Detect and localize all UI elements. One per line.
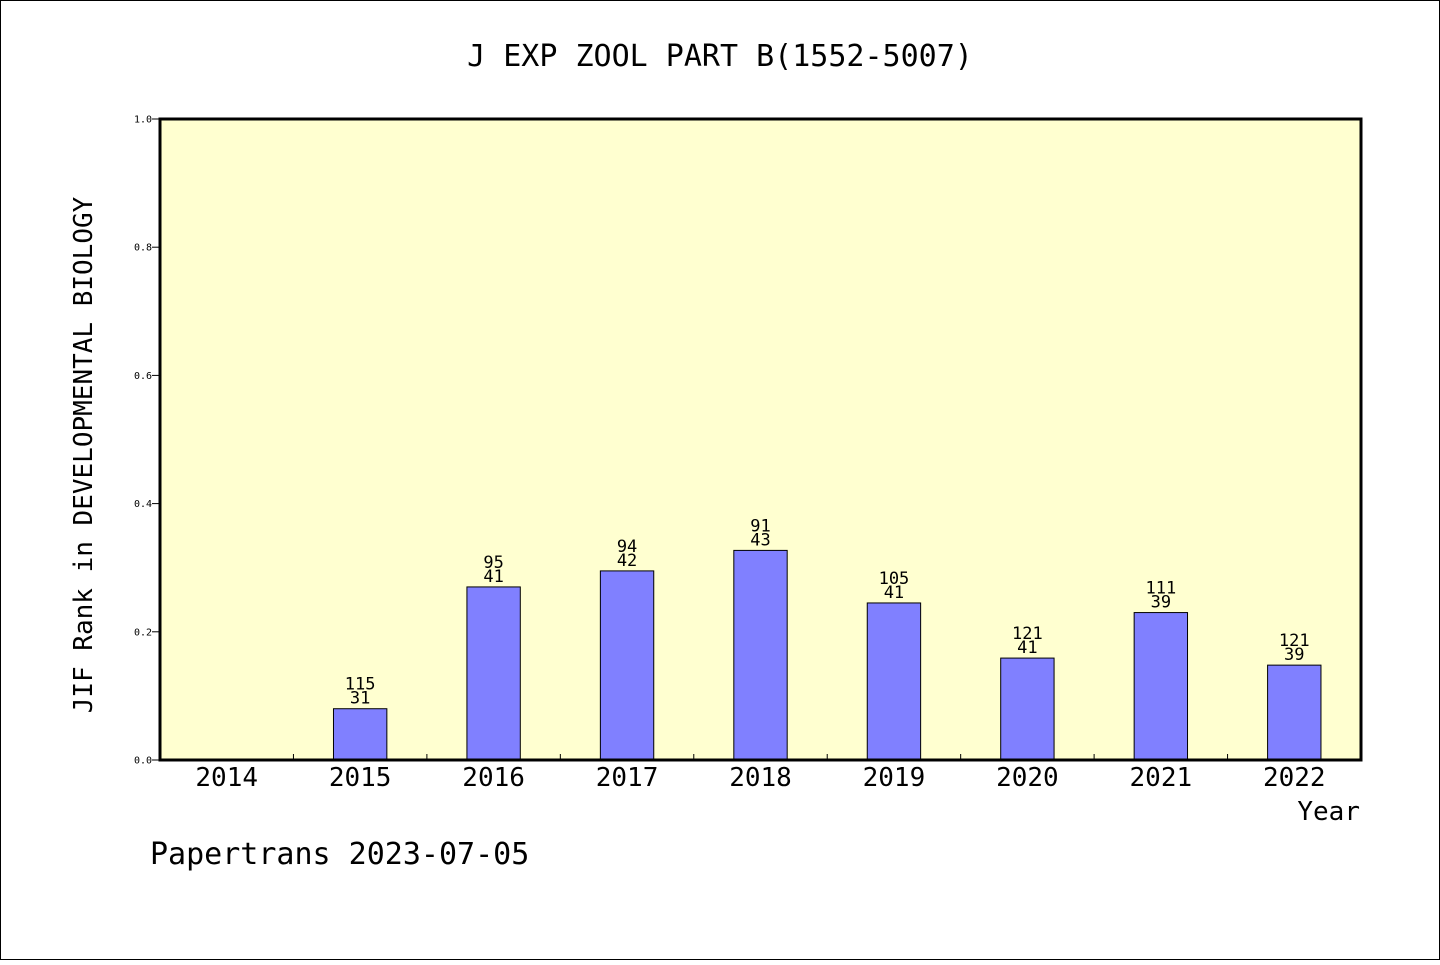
bar-label-total: 31 bbox=[350, 689, 370, 709]
x-tick-label: 2020 bbox=[996, 763, 1059, 793]
bar-label-rank: 115 bbox=[345, 675, 376, 695]
bar-2021 bbox=[1133, 612, 1189, 761]
bar-label-rank: 91 bbox=[750, 516, 770, 536]
x-tick-label: 2022 bbox=[1263, 763, 1326, 793]
bar-label-total: 43 bbox=[750, 530, 770, 550]
y-axis-title: JIF Rank in DEVELOPMENTAL BIOLOGY bbox=[69, 196, 99, 713]
bar-label-rank: 121 bbox=[1012, 624, 1043, 644]
y-tick-label: 1.0 bbox=[134, 115, 152, 126]
bar-2017 bbox=[599, 570, 655, 761]
y-tick-label: 0.8 bbox=[134, 243, 152, 254]
x-tick-label: 2018 bbox=[729, 763, 792, 793]
bar-label-rank: 111 bbox=[1145, 579, 1176, 599]
bar-label-total: 41 bbox=[884, 583, 904, 603]
x-tick-label: 2015 bbox=[329, 763, 392, 793]
bar-label-total: 42 bbox=[617, 551, 637, 571]
bar-2015 bbox=[332, 708, 388, 761]
x-axis: 2014 2015 2016 2017 2018 2019 2020 2021 2022 bbox=[195, 754, 1326, 793]
x-axis-title: Year bbox=[1297, 797, 1360, 827]
x-tick-label: 2017 bbox=[596, 763, 659, 793]
bar-label-total: 41 bbox=[1017, 638, 1037, 658]
x-tick-label: 2014 bbox=[195, 763, 258, 793]
y-tick-label: 0.2 bbox=[134, 627, 152, 638]
bar-label-total: 39 bbox=[1151, 593, 1171, 613]
bar-label-rank: 121 bbox=[1279, 631, 1310, 651]
bar-2016 bbox=[466, 586, 521, 761]
footer-credit: Papertrans 2023-07-05 bbox=[150, 837, 529, 872]
x-tick-label: 2021 bbox=[1130, 763, 1193, 793]
y-tick-label: 0.4 bbox=[134, 499, 152, 510]
bar-2020 bbox=[1000, 657, 1055, 761]
chart-title: J EXP ZOOL PART B(1552-5007) bbox=[467, 39, 973, 74]
bar-label-rank: 94 bbox=[617, 537, 637, 557]
x-tick-label: 2016 bbox=[462, 763, 525, 793]
x-tick-label: 2019 bbox=[863, 763, 926, 793]
bar-label-total: 41 bbox=[483, 567, 503, 587]
bar-2019 bbox=[866, 602, 922, 761]
bar-2018 bbox=[733, 549, 788, 761]
y-tick-label: 0.6 bbox=[134, 371, 152, 382]
bar-2022 bbox=[1267, 664, 1322, 761]
y-tick-label: 0.0 bbox=[134, 756, 152, 767]
bar-label-rank: 105 bbox=[879, 569, 910, 589]
bar-series bbox=[332, 549, 1322, 761]
bar-label-total: 39 bbox=[1284, 645, 1304, 665]
plot-frame bbox=[158, 117, 1363, 762]
bar-label-rank: 95 bbox=[483, 553, 503, 573]
